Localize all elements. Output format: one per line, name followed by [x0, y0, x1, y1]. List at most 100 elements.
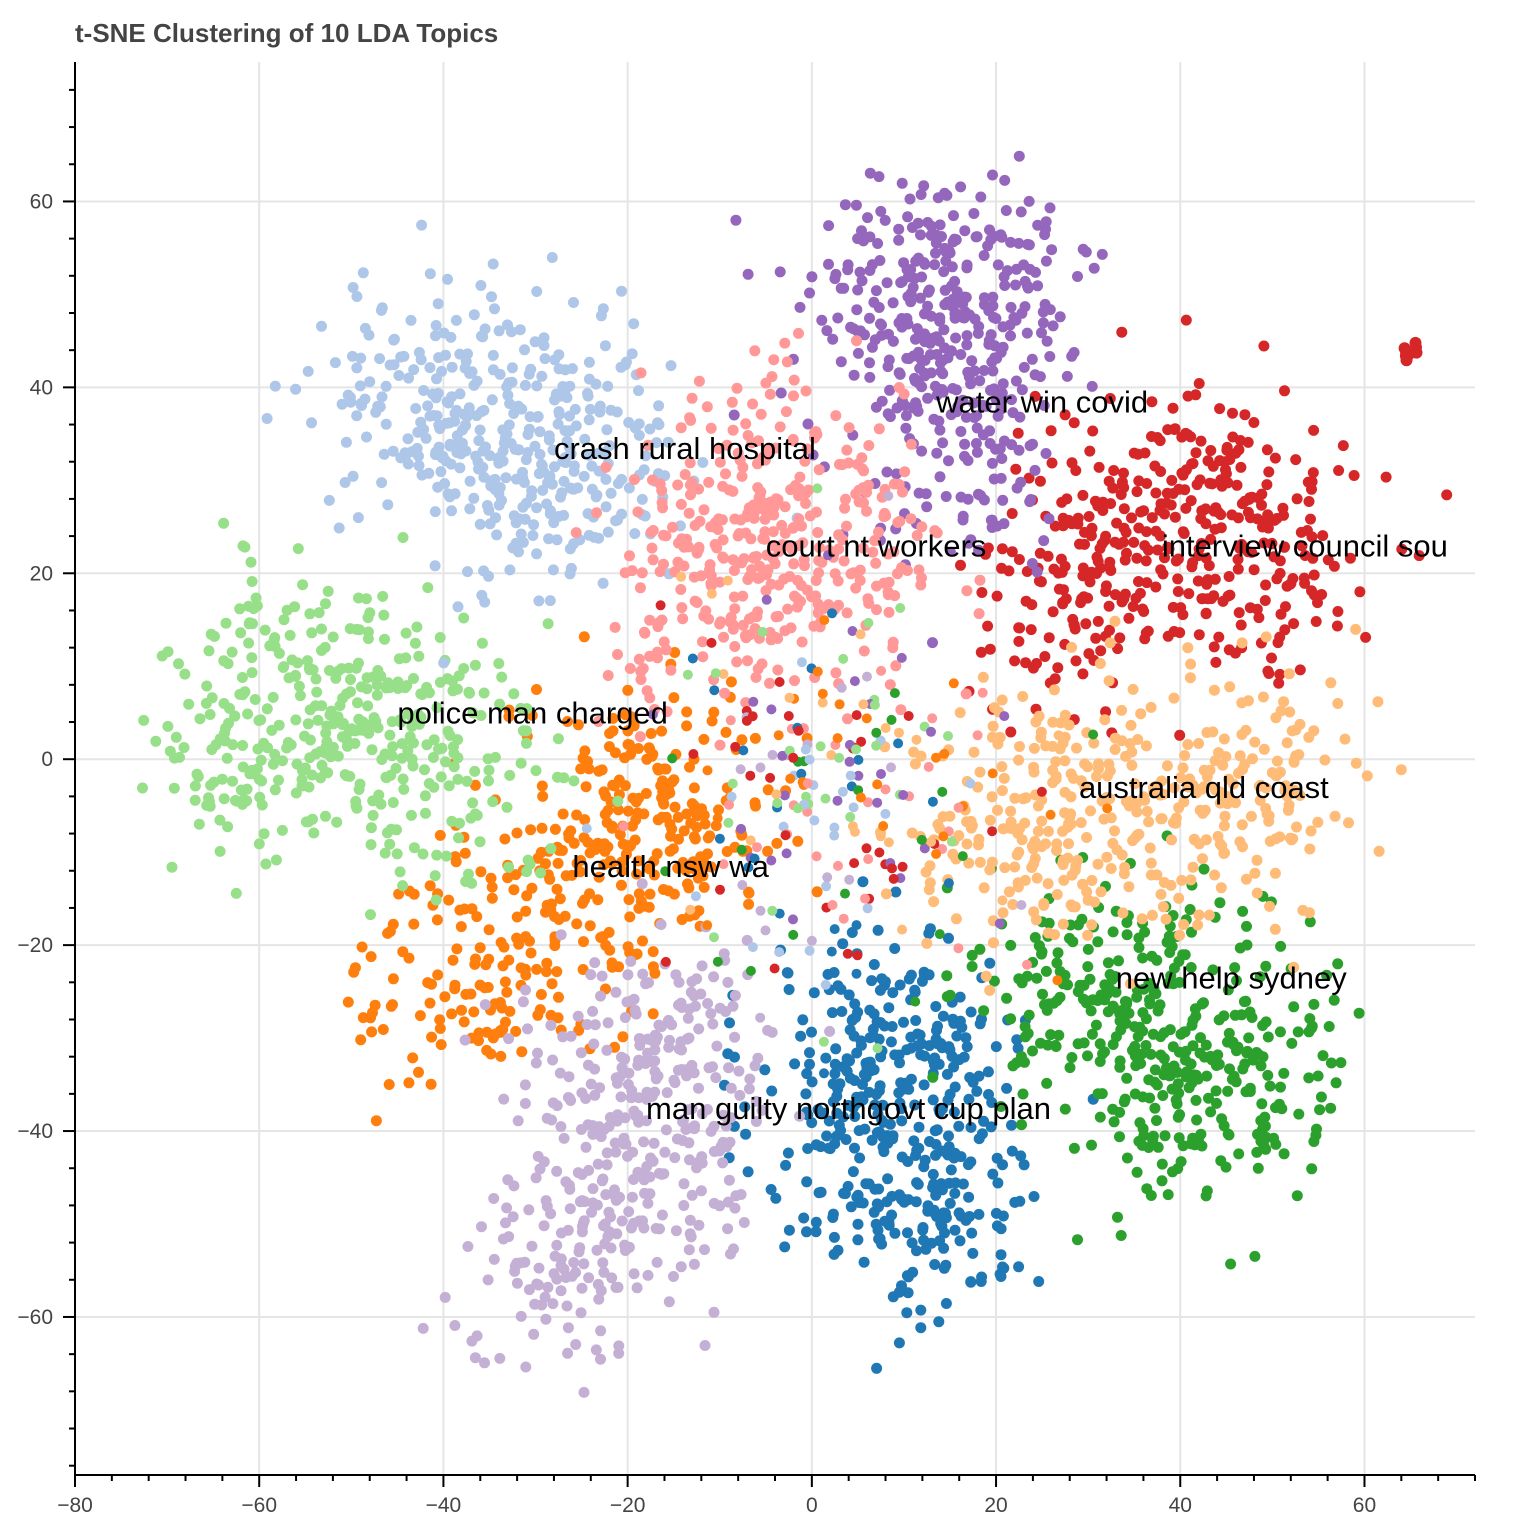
- scatter-point: [229, 710, 241, 722]
- scatter-point: [987, 720, 999, 732]
- scatter-point: [1211, 1097, 1222, 1109]
- scatter-point: [743, 1083, 755, 1095]
- scatter-point: [1036, 815, 1048, 827]
- scatter-point: [1121, 547, 1132, 559]
- scatter-point: [511, 911, 523, 923]
- scatter-point: [1222, 1128, 1234, 1140]
- scatter-point: [684, 1228, 696, 1240]
- scatter-point: [797, 1014, 809, 1026]
- scatter-point: [555, 1253, 567, 1265]
- scatter-point: [1009, 792, 1021, 804]
- scatter-point: [653, 617, 665, 629]
- scatter-point: [678, 1178, 690, 1190]
- scatter-point: [1063, 719, 1075, 731]
- scatter-point: [535, 867, 546, 879]
- scatter-point: [1348, 470, 1360, 481]
- scatter-point: [1167, 402, 1179, 414]
- scatter-point: [1037, 306, 1049, 318]
- scatter-point: [714, 1200, 726, 1212]
- scatter-point: [766, 855, 777, 866]
- scatter-point: [563, 828, 575, 840]
- scatter-point: [592, 1158, 604, 1170]
- scatter-point: [1045, 425, 1057, 437]
- scatter-point: [827, 1208, 839, 1220]
- scatter-point: [602, 670, 614, 681]
- scatter-point: [510, 869, 522, 881]
- scatter-point: [452, 601, 464, 613]
- scatter-point: [193, 818, 205, 830]
- scatter-point: [913, 1121, 925, 1133]
- scatter-point: [520, 737, 532, 749]
- scatter-point: [809, 427, 821, 438]
- scatter-point: [920, 866, 932, 878]
- scatter-point: [602, 805, 614, 816]
- scatter-point: [661, 1087, 673, 1099]
- scatter-point: [851, 920, 862, 931]
- scatter-point: [861, 843, 872, 854]
- scatter-point: [1162, 1189, 1174, 1201]
- scatter-point: [872, 924, 884, 936]
- scatter-point: [1045, 809, 1056, 820]
- scatter-point: [377, 1024, 389, 1035]
- scatter-point: [494, 451, 506, 463]
- scatter-point: [1057, 520, 1069, 532]
- scatter-point: [1114, 1131, 1125, 1143]
- scatter-point: [1040, 255, 1052, 267]
- scatter-point: [597, 1257, 609, 1269]
- scatter-point: [717, 1136, 729, 1148]
- scatter-point: [316, 700, 328, 712]
- scatter-point: [978, 292, 990, 304]
- scatter-point: [408, 842, 420, 854]
- scatter-point: [1275, 608, 1287, 620]
- scatter-point: [1205, 445, 1217, 456]
- scatter-point: [978, 882, 990, 894]
- scatter-point: [996, 761, 1008, 773]
- scatter-point: [723, 484, 735, 496]
- scatter-point: [893, 1337, 905, 1349]
- scatter-point: [678, 825, 690, 837]
- scatter-point: [743, 898, 755, 910]
- scatter-point: [960, 1032, 972, 1044]
- scatter-point: [1043, 917, 1055, 929]
- scatter-point: [1120, 1017, 1132, 1029]
- scatter-point: [950, 332, 962, 344]
- scatter-point: [894, 1057, 905, 1069]
- scatter-point: [1081, 997, 1092, 1009]
- scatter-point: [1182, 739, 1194, 750]
- scatter-point: [498, 1093, 510, 1105]
- scatter-point: [826, 946, 837, 957]
- scatter-point: [408, 918, 420, 930]
- scatter-point: [703, 476, 715, 488]
- scatter-point: [955, 349, 967, 360]
- scatter-point: [1036, 948, 1047, 960]
- scatter-point: [454, 904, 466, 916]
- scatter-point: [379, 633, 390, 645]
- scatter-point: [781, 540, 793, 552]
- scatter-point: [898, 1196, 910, 1208]
- scatter-point: [1072, 1234, 1083, 1246]
- scatter-point: [730, 214, 742, 226]
- scatter-point: [1172, 1078, 1184, 1090]
- scatter-point: [748, 696, 759, 707]
- scatter-point: [416, 219, 428, 231]
- scatter-point: [1009, 655, 1021, 667]
- scatter-point: [711, 1040, 723, 1052]
- scatter-point: [382, 499, 394, 511]
- scatter-point: [435, 771, 447, 783]
- scatter-point: [829, 822, 840, 833]
- scatter-point: [927, 637, 938, 649]
- scatter-point: [675, 422, 687, 434]
- scatter-point: [792, 803, 803, 814]
- scatter-point: [534, 1163, 546, 1175]
- scatter-point: [948, 1152, 960, 1164]
- scatter-point: [365, 951, 377, 963]
- scatter-point: [724, 799, 734, 810]
- scatter-point: [434, 1023, 446, 1034]
- scatter-point: [676, 571, 687, 582]
- scatter-point: [911, 530, 923, 541]
- scatter-point: [1109, 732, 1121, 744]
- scatter-point: [607, 725, 619, 737]
- scatter-point: [1278, 509, 1289, 521]
- scatter-point: [1197, 853, 1208, 865]
- scatter-point: [984, 425, 996, 437]
